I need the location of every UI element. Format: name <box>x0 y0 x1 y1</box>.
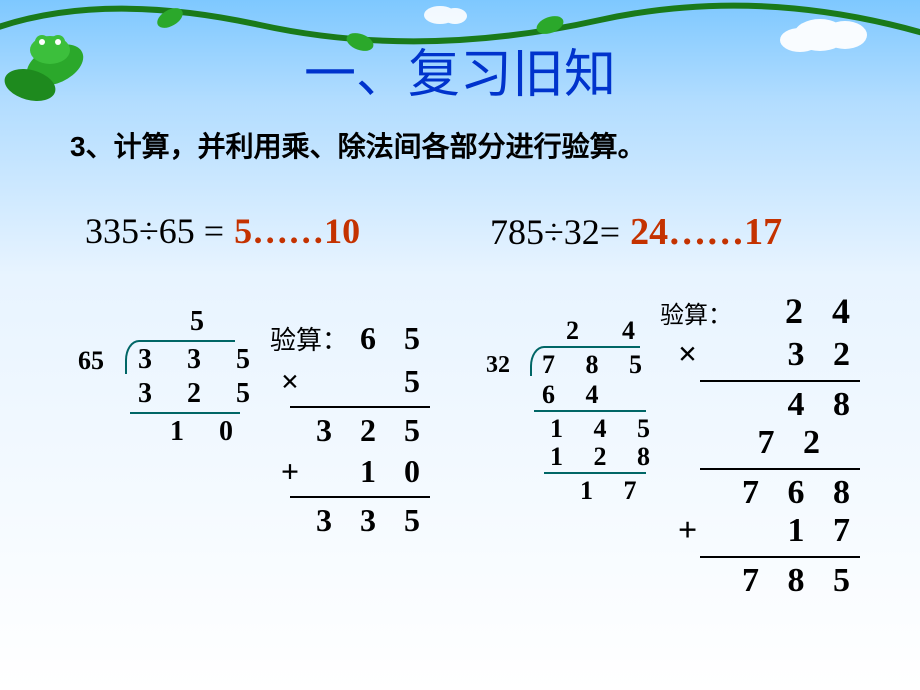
p2-check-rule2 <box>700 468 860 470</box>
eq2-lhs: 785÷32= <box>490 211 620 253</box>
p2-check-prod: 7 6 8 <box>660 474 860 512</box>
p2-check-op1: × <box>660 336 715 374</box>
p1-divisor: 65 <box>78 346 104 376</box>
p2-step3: 1 2 8 <box>550 442 662 472</box>
p2-check-label: 验算： <box>660 295 732 330</box>
p2-step1: 6 4 <box>542 380 611 410</box>
p2-dividend: 7 8 5 <box>542 350 654 380</box>
p2-rule2 <box>544 472 646 474</box>
p2-rule1 <box>534 410 646 412</box>
p2-check-partial2: 7 2 <box>660 424 860 462</box>
p2-check-top: 2 4 <box>732 290 860 332</box>
p1-check-rule1 <box>290 406 430 408</box>
p1-rule1 <box>130 412 240 414</box>
p1-check-mult: 5 <box>310 363 430 400</box>
p1-check-rule2 <box>290 496 430 498</box>
p1-check-op2: + <box>270 453 310 490</box>
p1-check-prod: 3 2 5 <box>270 412 430 449</box>
p2-check: 验算： 2 4 × 3 2 4 8 7 2 7 6 8 + 1 7 7 8 5 <box>660 290 860 600</box>
p1-step1: 3 2 5 <box>138 378 264 410</box>
p2-divisor: 32 <box>486 352 510 379</box>
p2-check-rule1 <box>700 380 860 382</box>
p1-remainder: 1 0 <box>170 416 247 448</box>
p1-check-label: 验算： <box>270 320 348 357</box>
p2-quotient: 2 4 <box>566 316 645 346</box>
p1-check-op1: × <box>270 363 310 400</box>
p2-check-result: 7 8 5 <box>660 562 860 600</box>
question-prompt: 3、计算，并利用乘、除法间各部分进行验算。 <box>70 125 920 165</box>
slide-title: 一、复习旧知 <box>0 0 920 107</box>
p2-check-mult: 3 2 <box>715 336 860 374</box>
p1-quotient: 5 <box>190 306 218 338</box>
eq1-lhs: 335÷65 = <box>85 210 224 252</box>
p2-check-rule3 <box>700 556 860 558</box>
eq2-answer: 24……17 <box>630 210 782 254</box>
p1-check: 验算： 6 5 × 5 3 2 5 + 1 0 3 3 5 <box>270 320 430 539</box>
p2-check-partial1: 4 8 <box>660 386 860 424</box>
p1-check-top: 6 5 <box>348 320 430 357</box>
p1-check-result: 3 3 5 <box>270 502 430 539</box>
eq1-answer: 5……10 <box>234 210 360 252</box>
p2-check-add: 1 7 <box>715 512 860 550</box>
p2-check-op2: + <box>660 512 715 550</box>
p1-check-add: 1 0 <box>310 453 430 490</box>
p2-remainder: 1 7 <box>580 476 649 506</box>
p1-dividend: 3 3 5 <box>138 344 264 376</box>
p2-step2: 1 4 5 <box>550 414 662 444</box>
